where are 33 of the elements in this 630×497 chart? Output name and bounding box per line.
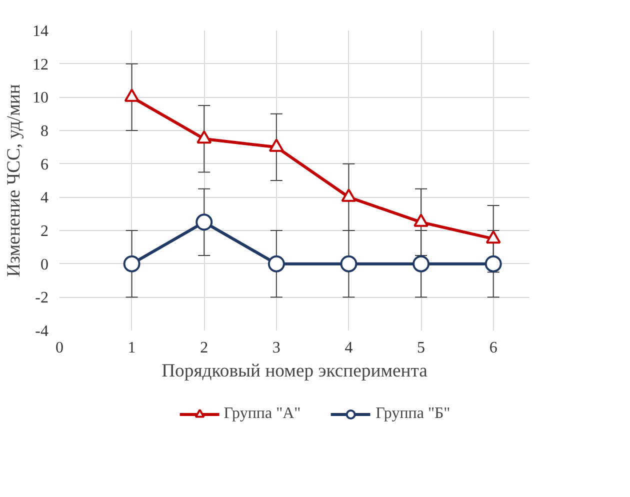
point bbox=[196, 130, 212, 144]
x-tick-label: 0 bbox=[56, 340, 64, 356]
x-tick-label: 3 bbox=[272, 340, 280, 356]
point bbox=[414, 214, 429, 227]
y-tick-label: 14 bbox=[32, 23, 48, 40]
point bbox=[196, 214, 213, 231]
x-tick-label: 4 bbox=[344, 340, 353, 356]
point bbox=[123, 255, 140, 272]
y-tick-label: 10 bbox=[32, 90, 48, 107]
legend-label: Группа "А" bbox=[224, 405, 301, 423]
point bbox=[268, 255, 285, 272]
point bbox=[486, 230, 501, 244]
point bbox=[268, 138, 284, 152]
point bbox=[341, 188, 356, 202]
point bbox=[484, 255, 502, 272]
y-tick-label: 0 bbox=[40, 256, 48, 274]
point bbox=[124, 88, 140, 102]
y-tick-label: 4 bbox=[40, 190, 48, 207]
point bbox=[340, 255, 358, 272]
x-tick-label: 5 bbox=[417, 340, 426, 356]
x-tick-label: 1 bbox=[128, 340, 136, 356]
y-tick-label: 6 bbox=[40, 156, 48, 174]
legend-label: Группа "Б" bbox=[376, 405, 450, 423]
y-tick-label: 8 bbox=[40, 123, 48, 140]
y-axis-title: Изменение ЧСС, уд/мин bbox=[4, 84, 24, 277]
y-tick-label: -4 bbox=[35, 323, 48, 340]
y-tick-label: -2 bbox=[35, 290, 48, 307]
y-tick-label: 2 bbox=[40, 223, 48, 240]
x-axis-title: Порядковый номер эксперимента bbox=[162, 360, 428, 382]
point bbox=[412, 255, 430, 272]
x-tick-label: 6 bbox=[489, 340, 498, 356]
y-tick-label: 12 bbox=[32, 56, 48, 74]
x-tick-label: 2 bbox=[200, 340, 208, 356]
